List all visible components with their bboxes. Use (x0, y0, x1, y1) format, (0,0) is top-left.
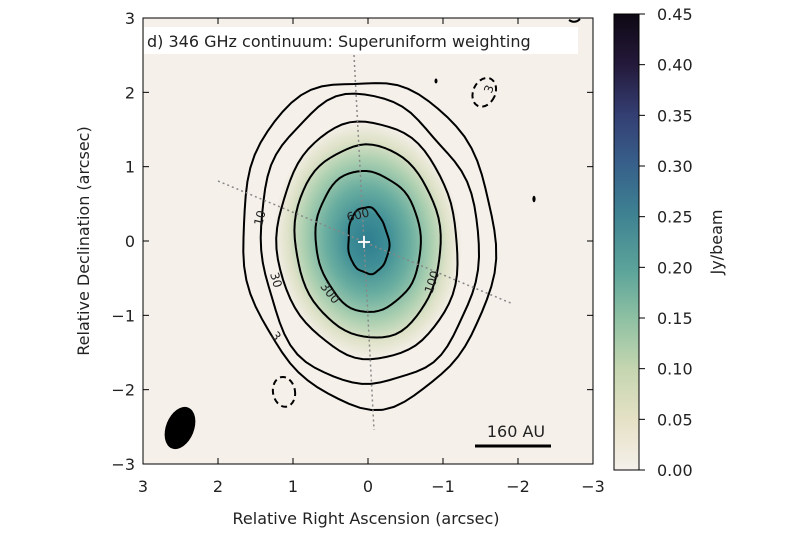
x-tick-label: −1 (431, 477, 455, 496)
x-axis-tick-labels: 3 2 1 0 −1 −2 −3 (138, 477, 605, 496)
center-marker (358, 236, 370, 248)
y-tick-label: 1 (125, 158, 135, 177)
colorbar-tick-label: 0.10 (657, 360, 693, 379)
y-axis-ticks (143, 17, 593, 465)
contour-label-600: 600 (345, 205, 371, 224)
contour-label-10: 10 (251, 209, 268, 227)
colorbar (613, 13, 640, 471)
y-tick-label: 2 (125, 83, 135, 102)
y-tick-label: −3 (111, 455, 135, 474)
colorbar-ticks (639, 13, 645, 471)
scale-bar-label: 160 AU (487, 422, 545, 441)
emission-heatmap (273, 121, 462, 360)
x-tick-label: 0 (363, 477, 373, 496)
negative-contour (271, 376, 297, 408)
x-axis-ticks (142, 18, 594, 464)
y-axis-tick-labels: −3 −2 −1 0 1 2 3 (111, 9, 135, 474)
neg-contour-label-3: 3 (481, 83, 497, 95)
beam-ellipse (164, 406, 196, 450)
colorbar-tick-label: 0.00 (657, 461, 693, 480)
disk-axis-line (217, 180, 514, 305)
y-tick-label: 3 (125, 9, 135, 28)
x-tick-label: −2 (506, 477, 530, 496)
colorbar-tick-label: 0.15 (657, 309, 693, 328)
colorbar-label: Jy/beam (707, 210, 726, 276)
x-tick-label: 2 (213, 477, 223, 496)
colorbar-tick-label: 0.45 (657, 5, 693, 24)
chart-title: d) 346 GHz continuum: Superuniform weigh… (147, 32, 531, 51)
noise-speckle (532, 195, 536, 203)
x-tick-label: 3 (138, 477, 148, 496)
colorbar-tick-label: 0.05 (657, 410, 693, 429)
title-background (144, 27, 578, 54)
colorbar-tick-label: 0.25 (657, 208, 693, 227)
x-axis-label: Relative Right Ascension (arcsec) (233, 509, 500, 528)
y-tick-label: 0 (125, 232, 135, 251)
colorbar-tick-label: 0.30 (657, 157, 693, 176)
contour-level-300 (314, 170, 422, 313)
contour-level-10 (259, 92, 481, 385)
contour-label-30: 30 (267, 271, 285, 290)
contour-level-100 (293, 143, 442, 339)
colorbar-tick-label: 0.40 (657, 56, 693, 75)
colorbar-tick-labels: 0.00 0.05 0.10 0.15 0.20 0.25 0.30 0.35 0.40 0.45 (657, 5, 693, 480)
contour-level-3 (242, 82, 498, 412)
x-tick-label: −3 (581, 477, 605, 496)
noise-speckle (568, 18, 581, 23)
contours-group (242, 82, 498, 412)
contour-level-30 (275, 120, 459, 361)
colorbar-tick-label: 0.20 (657, 258, 693, 277)
y-axis-label: Relative Declination (arcsec) (74, 126, 93, 355)
y-tick-label: −2 (111, 381, 135, 400)
noise-speckle (434, 78, 438, 84)
contour-label-100: 100 (422, 269, 442, 295)
negative-contours-group (271, 76, 498, 408)
x-tick-label: 1 (288, 477, 298, 496)
contour-level-600 (347, 205, 391, 276)
negative-contour (471, 76, 498, 108)
y-tick-label: −1 (111, 306, 135, 325)
colorbar-tick-label: 0.35 (657, 106, 693, 125)
